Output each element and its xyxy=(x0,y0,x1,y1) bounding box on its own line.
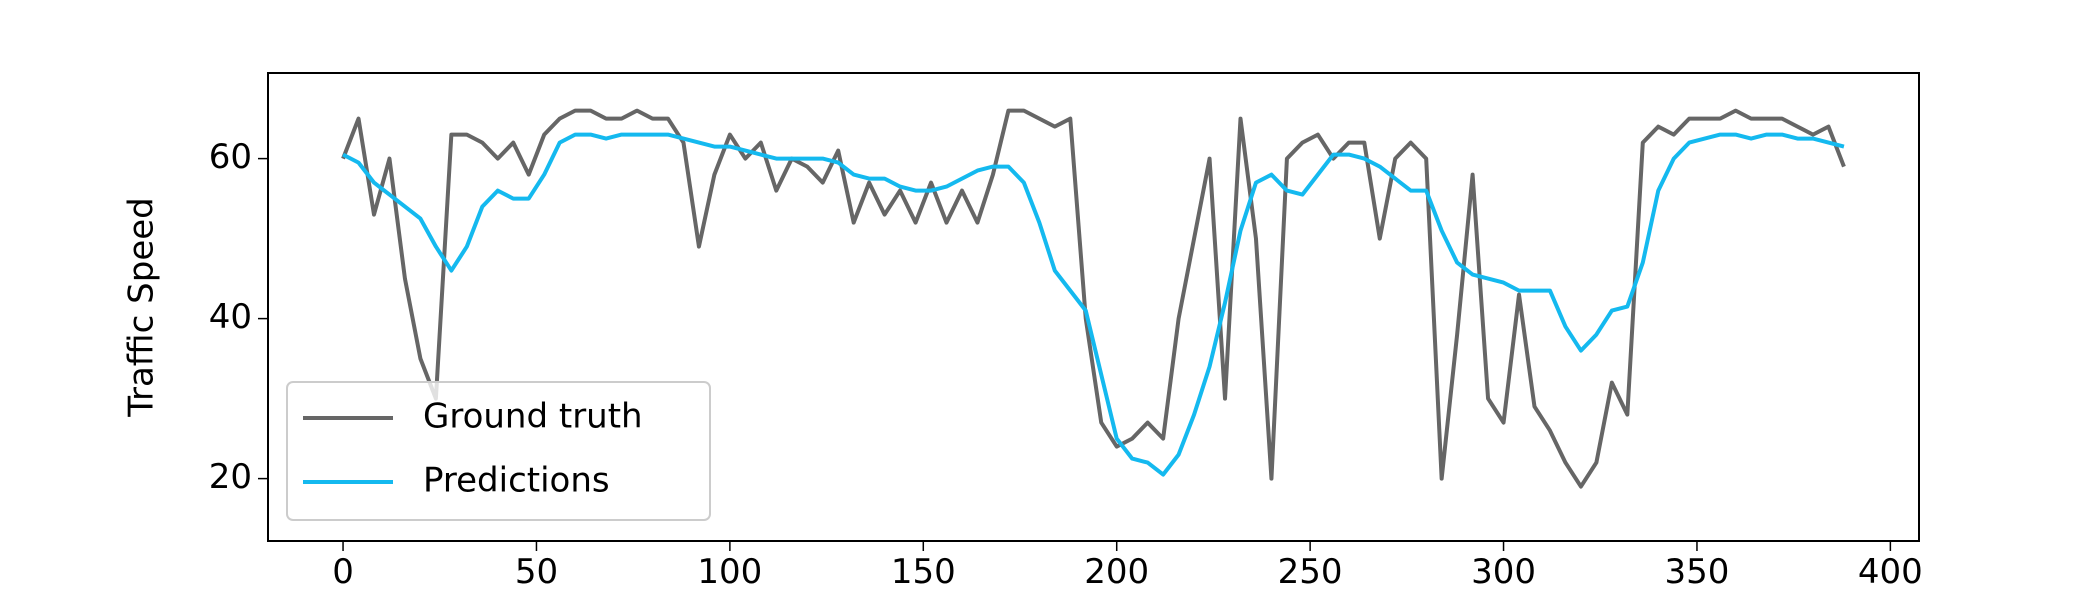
x-tick-label: 100 xyxy=(697,552,762,592)
x-tick-label: 200 xyxy=(1084,552,1149,592)
y-tick-label: 20 xyxy=(209,457,252,497)
x-tick-label: 150 xyxy=(891,552,956,592)
x-tick-label: 250 xyxy=(1278,552,1343,592)
x-tick-label: 400 xyxy=(1858,552,1923,592)
legend-label: Predictions xyxy=(423,461,610,501)
x-tick-label: 300 xyxy=(1471,552,1536,592)
y-tick-label: 60 xyxy=(209,137,252,177)
legend-label: Ground truth xyxy=(423,397,643,437)
x-tick-label: 350 xyxy=(1665,552,1730,592)
plot-area xyxy=(341,108,1846,489)
plot-frame xyxy=(267,72,1920,542)
y-tick-label: 40 xyxy=(209,297,252,337)
series-line xyxy=(342,132,1845,477)
x-tick-label: 50 xyxy=(515,552,558,592)
y-axis-label: Traffic Speed xyxy=(122,197,162,418)
series-line xyxy=(341,108,1846,489)
x-tick-label: 0 xyxy=(332,552,354,592)
